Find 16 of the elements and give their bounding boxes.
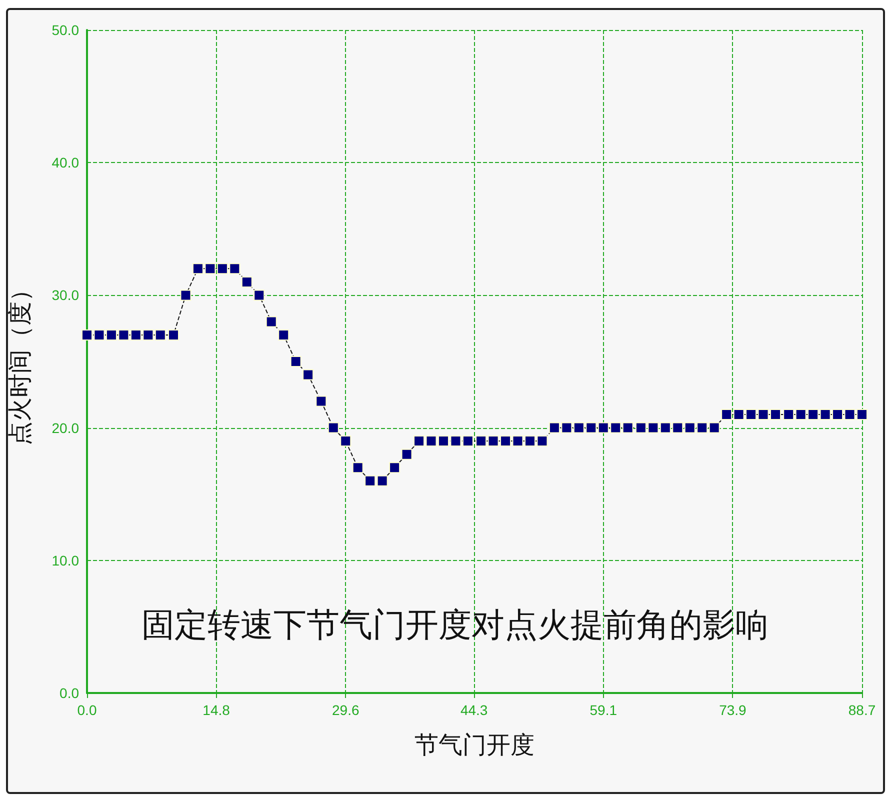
x-tick-label: 59.1 (590, 702, 618, 718)
y-tick-label: 10.0 (52, 552, 80, 568)
y-tick-label: 50.0 (52, 22, 80, 38)
x-tick-label: 44.3 (460, 702, 488, 718)
y-tick-label: 20.0 (52, 420, 80, 436)
y-tick-label: 40.0 (52, 154, 80, 171)
y-tick-label: 0.0 (60, 685, 80, 701)
y-tick-label: 30.0 (52, 287, 80, 304)
x-tick-label: 88.7 (848, 702, 876, 718)
y-axis-title: 点火时间（度） (6, 278, 34, 446)
text: 固定转速下节气门开度对点火提前角的影响 (142, 605, 768, 644)
x-tick-label: 29.6 (332, 702, 360, 718)
x-axis-title: 节气门开度 (414, 731, 534, 759)
x-tick-label: 73.9 (719, 702, 747, 718)
x-tick-label: 14.8 (202, 702, 230, 718)
x-tick-label: 0.0 (77, 702, 97, 718)
